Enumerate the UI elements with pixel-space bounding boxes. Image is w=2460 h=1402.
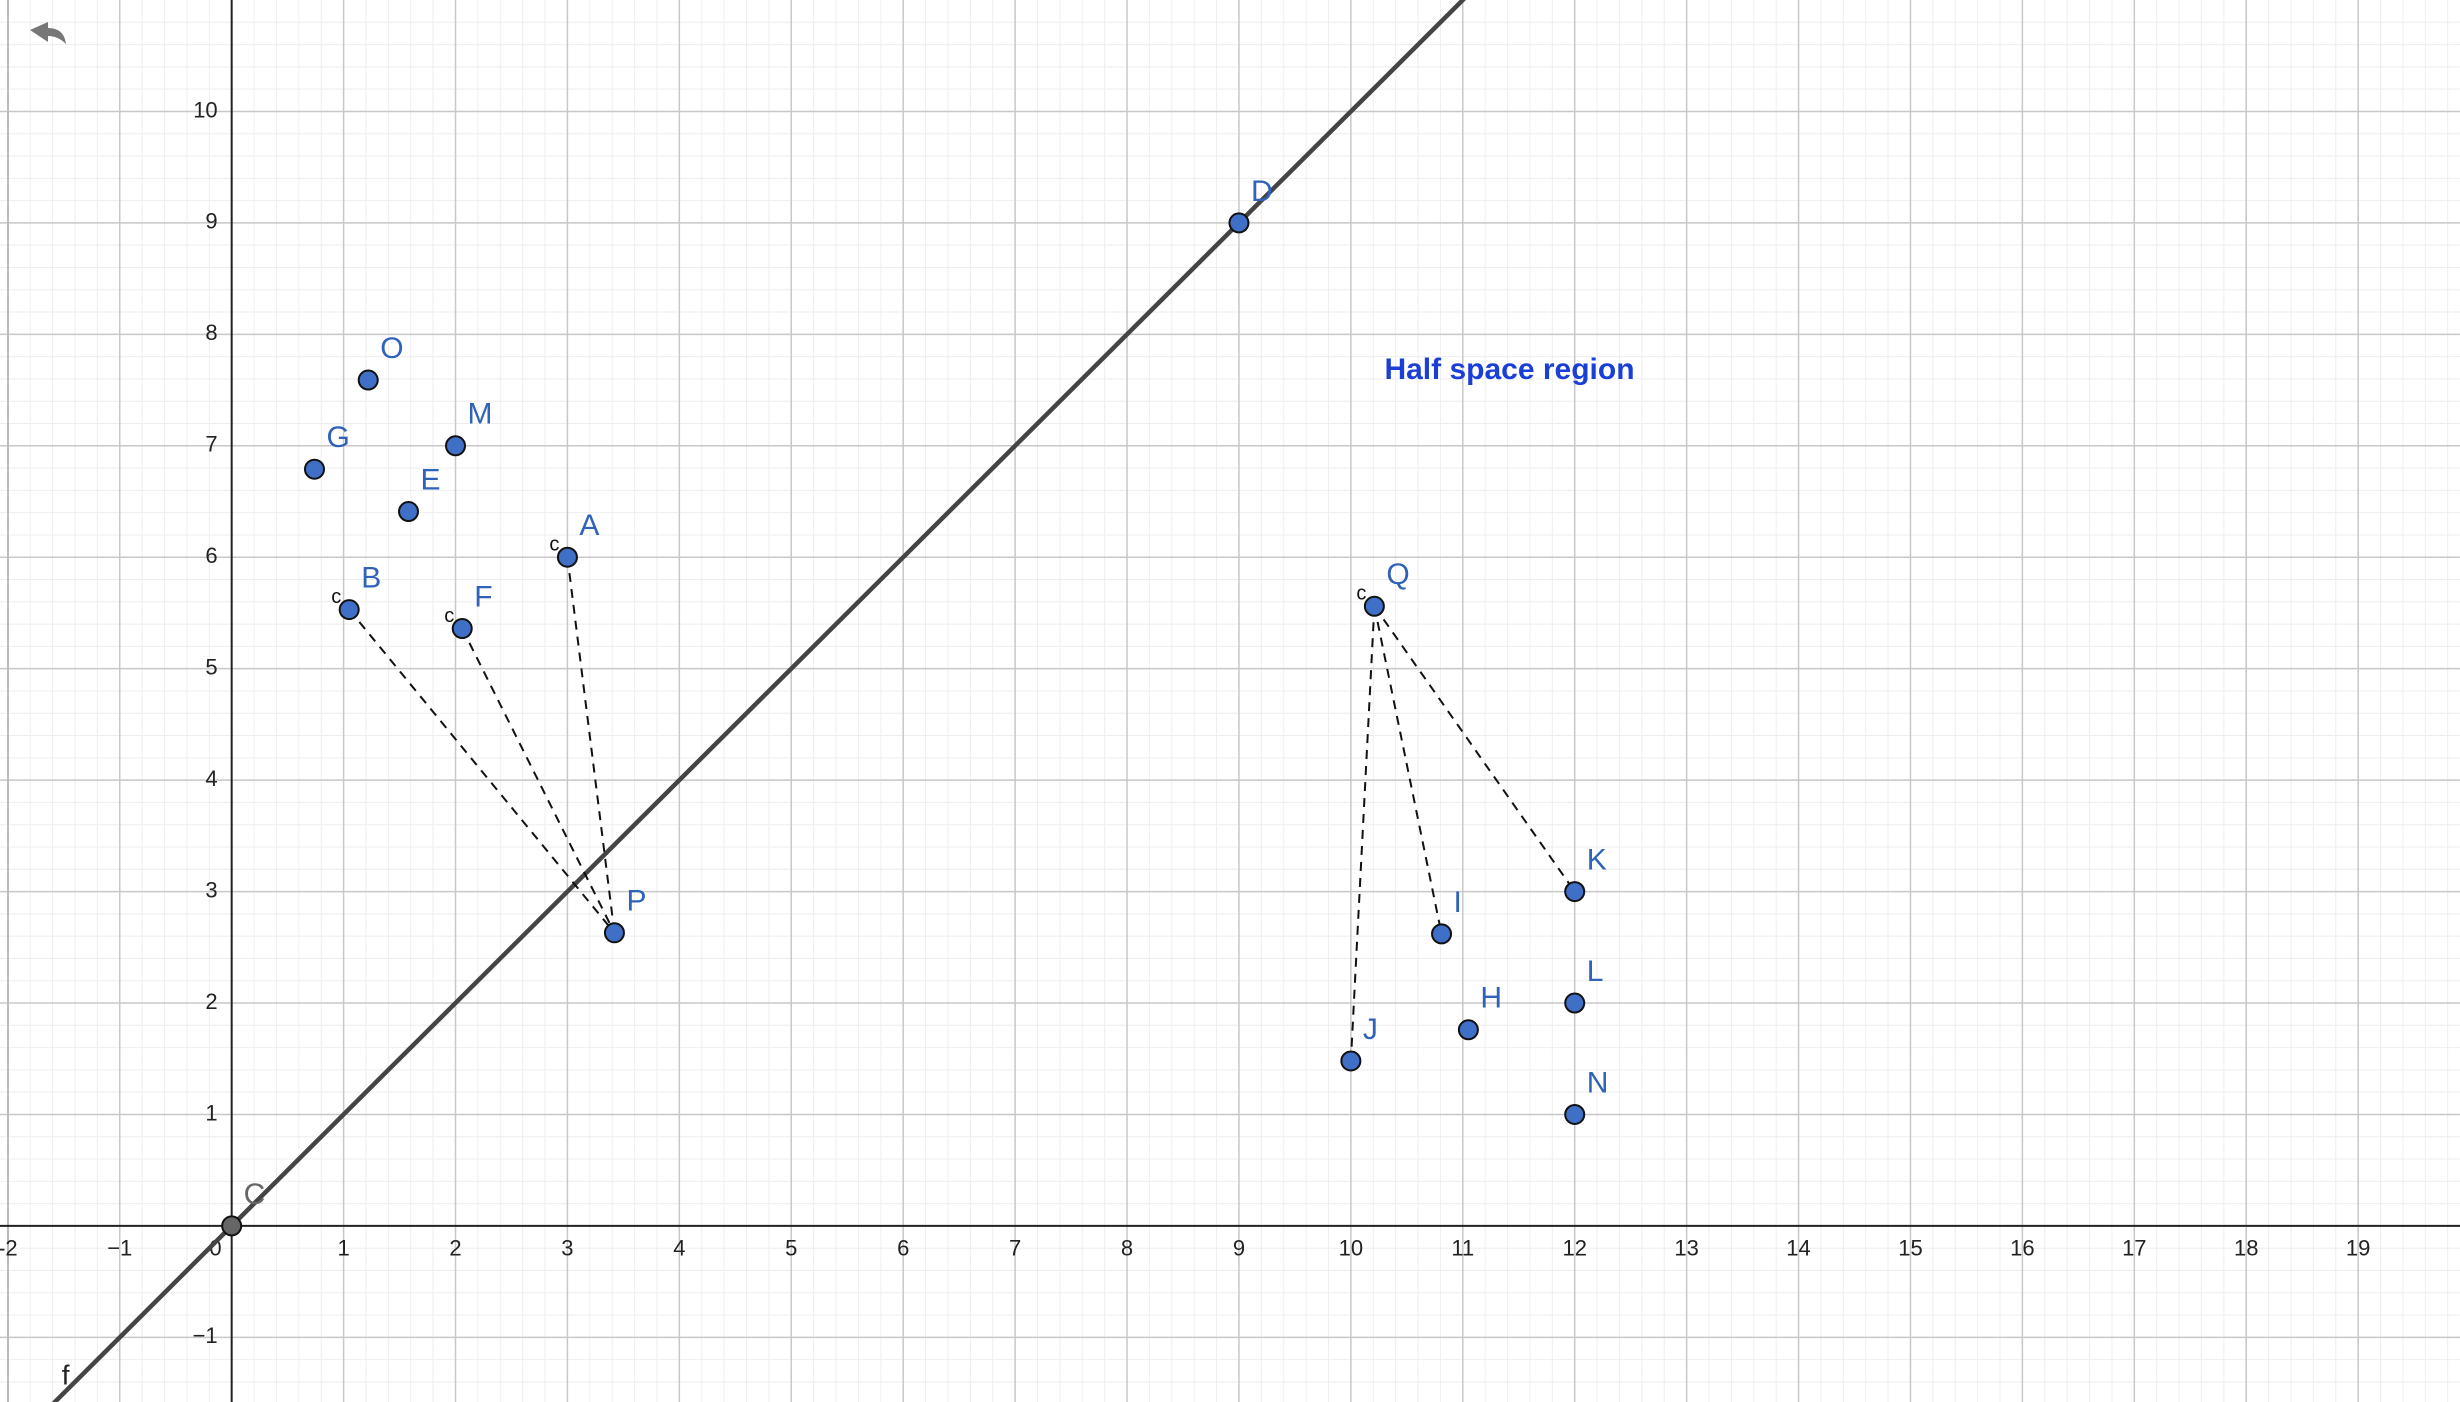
point bbox=[303, 458, 325, 480]
dashed-segment bbox=[1373, 606, 1443, 935]
point bbox=[1564, 1103, 1586, 1125]
point bbox=[1457, 1019, 1479, 1041]
y-tick-label: 1 bbox=[205, 1100, 217, 1125]
point-label: J bbox=[1363, 1013, 1378, 1046]
point-label: A bbox=[579, 509, 599, 542]
point-label: L bbox=[1587, 955, 1604, 988]
point-label: M bbox=[468, 398, 493, 431]
x-tick-label: 1 bbox=[337, 1236, 349, 1261]
undo-button[interactable] bbox=[30, 22, 66, 44]
dashed-segment bbox=[566, 557, 616, 933]
point-caption: c bbox=[1356, 583, 1366, 605]
dashed-segment bbox=[461, 628, 616, 934]
x-tick-label: 11 bbox=[1451, 1236, 1474, 1261]
dashed-segment bbox=[348, 608, 616, 934]
point-label: K bbox=[1587, 843, 1607, 876]
x-tick-label: 12 bbox=[1562, 1236, 1586, 1261]
x-tick-label: 5 bbox=[785, 1236, 797, 1261]
dashed-segment bbox=[1373, 605, 1576, 893]
x-tick-label: 9 bbox=[1233, 1236, 1245, 1261]
x-tick-label: 6 bbox=[897, 1236, 909, 1261]
point-caption: c bbox=[444, 605, 454, 627]
x-tick-label: 18 bbox=[2234, 1236, 2258, 1261]
point-caption: c bbox=[331, 586, 341, 608]
x-tick-label: 2 bbox=[449, 1236, 461, 1261]
point-label: N bbox=[1587, 1066, 1609, 1099]
y-tick-label: 6 bbox=[205, 543, 217, 568]
point-label: P bbox=[626, 885, 646, 918]
point bbox=[398, 501, 420, 523]
point bbox=[1431, 923, 1453, 945]
point bbox=[603, 922, 625, 944]
y-tick-label: 9 bbox=[205, 209, 217, 234]
point bbox=[221, 1215, 243, 1237]
point-label: B bbox=[361, 562, 381, 595]
point-label: Q bbox=[1386, 558, 1409, 591]
y-tick-label: 4 bbox=[205, 766, 217, 791]
x-tick-label: 7 bbox=[1009, 1236, 1021, 1261]
point bbox=[357, 369, 379, 391]
annotation: Half space region bbox=[1384, 353, 1634, 386]
point bbox=[338, 599, 360, 621]
x-tick-label: 19 bbox=[2346, 1236, 2370, 1261]
point bbox=[445, 435, 467, 457]
point bbox=[1228, 212, 1250, 234]
point-label: D bbox=[1251, 175, 1273, 208]
point-label: G bbox=[326, 421, 349, 454]
y-tick-label: 10 bbox=[193, 97, 217, 122]
x-tick-label: 16 bbox=[2010, 1236, 2034, 1261]
y-tick-label: 2 bbox=[205, 989, 217, 1014]
x-tick-label: 10 bbox=[1339, 1236, 1363, 1261]
y-tick-label: 3 bbox=[205, 877, 217, 902]
point-label: C bbox=[244, 1178, 266, 1211]
point bbox=[451, 618, 473, 640]
y-tick-label: −1 bbox=[193, 1323, 218, 1348]
x-tick-label: -2 bbox=[0, 1236, 18, 1261]
x-tick-label: 8 bbox=[1121, 1236, 1133, 1261]
point bbox=[1340, 1050, 1362, 1072]
point-label: H bbox=[1480, 982, 1502, 1015]
x-tick-label: 15 bbox=[1898, 1236, 1922, 1261]
y-tick-label: 5 bbox=[205, 654, 217, 679]
y-tick-label: 7 bbox=[205, 432, 217, 457]
point-caption: c bbox=[549, 534, 559, 556]
point-label: F bbox=[474, 580, 492, 613]
x-tick-label: 13 bbox=[1674, 1236, 1698, 1261]
x-tick-label: 3 bbox=[561, 1236, 573, 1261]
x-tick-label: −1 bbox=[107, 1236, 132, 1261]
point bbox=[1363, 595, 1385, 617]
dashed-segment bbox=[1349, 606, 1376, 1062]
point-label: E bbox=[421, 463, 441, 496]
x-tick-label: 17 bbox=[2122, 1236, 2146, 1261]
point bbox=[556, 546, 578, 568]
y-tick-label: 8 bbox=[205, 320, 217, 345]
point bbox=[1564, 992, 1586, 1014]
x-tick-label: 4 bbox=[673, 1236, 685, 1261]
line-label: f bbox=[62, 1360, 70, 1391]
x-tick-label: 14 bbox=[1786, 1236, 1810, 1261]
point-label: O bbox=[380, 332, 403, 365]
point bbox=[1564, 881, 1586, 903]
point-label: I bbox=[1454, 886, 1462, 919]
